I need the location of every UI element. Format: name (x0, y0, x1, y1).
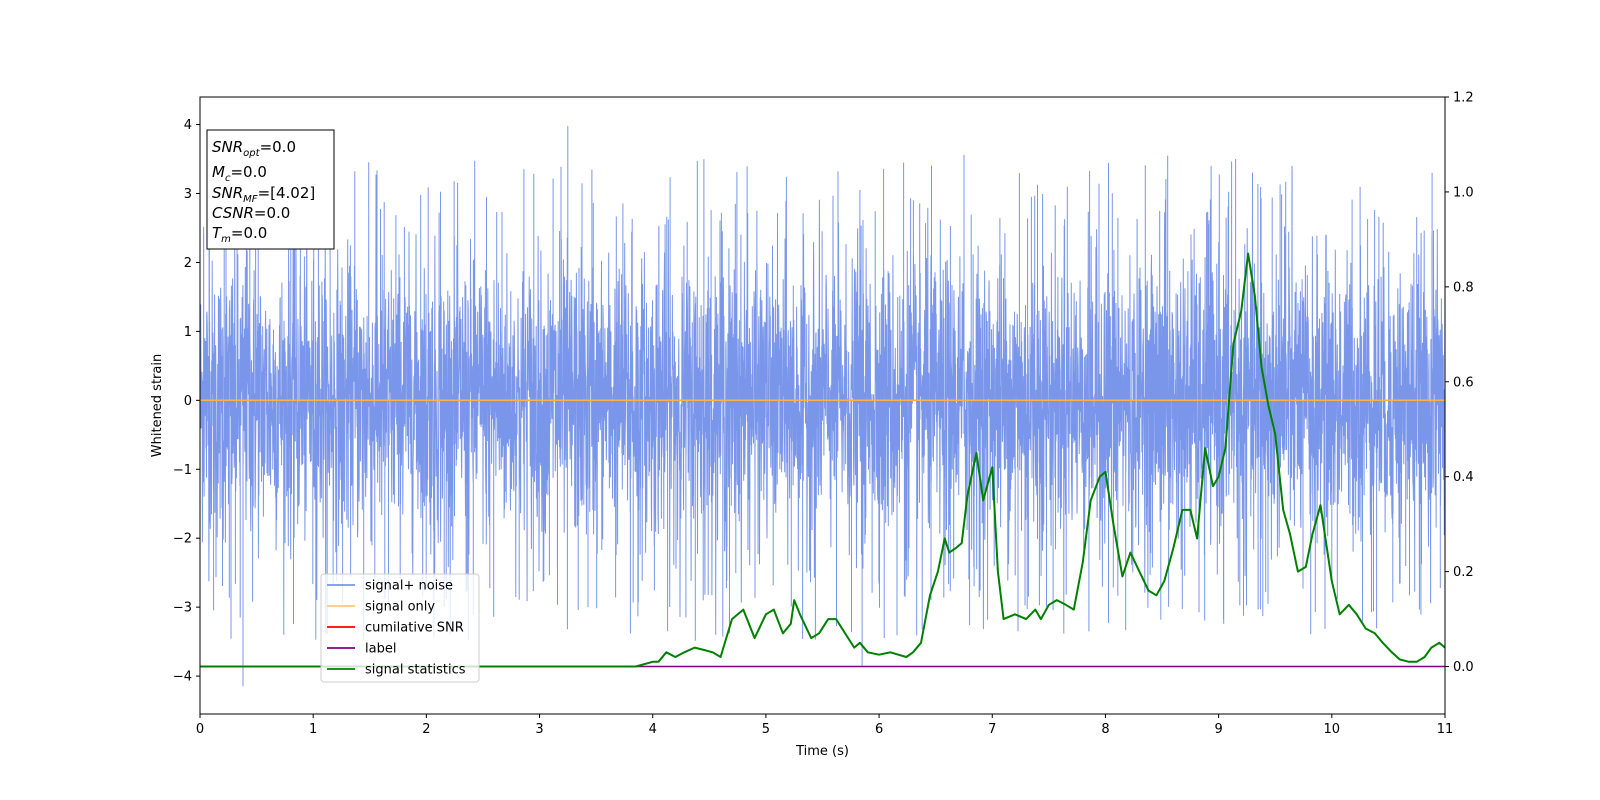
stat-snr-mf-sub: MF (243, 194, 258, 205)
stat-snr-opt-value: =0.0 (260, 138, 296, 156)
stat-snr-opt: SNRopt=0.0 (212, 138, 296, 159)
stat-tm-sub: m (221, 234, 231, 245)
x-tick-label: 8 (1101, 722, 1109, 737)
x-tick-label: 4 (649, 722, 657, 737)
stat-snr-opt-name: SNR (212, 138, 243, 156)
legend-item-label: signal only (365, 600, 435, 615)
x-tick-label: 9 (1214, 722, 1222, 737)
y-tick-label: −3 (173, 601, 192, 616)
legend-item-label: cumilative SNR (365, 621, 464, 636)
x-tick-label: 11 (1437, 722, 1454, 737)
x-tick-label: 1 (309, 722, 317, 737)
legend-item-label: label (365, 642, 396, 657)
stat-mc-value: =0.0 (230, 163, 266, 181)
stat-snr-mf-name: SNR (212, 184, 243, 202)
x-axis: 0 1 2 3 4 5 6 7 8 9 10 11 (196, 714, 1453, 737)
stat-tm: Tm=0.0 (212, 224, 267, 245)
legend: signal+ noise signal only cumilative SNR la… (320, 573, 480, 683)
signal-noise-line (199, 126, 1446, 687)
y-axis-right: 1.2 1.0 0.8 0.6 0.4 0.2 0.0 (1445, 91, 1474, 675)
legend-item-label: signal+ noise (365, 579, 453, 594)
y-tick-label: 1 (184, 325, 192, 340)
stat-mc: Mc=0.0 (212, 163, 267, 184)
y2-tick-label: 0.8 (1453, 280, 1474, 295)
stat-snr-mf: SNRMF=[4.02] (212, 184, 315, 205)
y2-tick-label: 0.6 (1453, 375, 1474, 390)
stat-snr-mf-value: =[4.02] (258, 184, 316, 202)
series-line-signal-statistics (200, 252, 1446, 668)
x-tick-label: 10 (1324, 722, 1341, 737)
x-tick-label: 7 (988, 722, 996, 737)
y2-tick-label: 1.0 (1453, 185, 1474, 200)
x-tick-label: 0 (196, 722, 204, 737)
y-tick-label: −1 (173, 463, 192, 478)
y2-tick-label: 0.4 (1453, 470, 1474, 485)
stat-snr-opt-sub: opt (243, 148, 260, 159)
y-tick-label: −2 (173, 532, 192, 547)
y-axis-label: Whitened strain (150, 354, 165, 457)
y-tick-label: 4 (184, 118, 192, 133)
y2-tick-label: 0.2 (1453, 565, 1474, 580)
stat-mc-sub: c (225, 173, 231, 184)
stat-csnr-value: =0.0 (254, 204, 290, 222)
signal-noise-series (199, 126, 1446, 687)
stats-box: SNRopt=0.0 Mc=0.0 SNRMF=[4.02] CSNR=0.0 … (206, 129, 335, 250)
y-tick-label: 3 (184, 187, 192, 202)
y2-tick-label: 1.2 (1453, 91, 1474, 106)
x-tick-label: 6 (875, 722, 883, 737)
x-tick-label: 2 (422, 722, 430, 737)
x-tick-label: 5 (762, 722, 770, 737)
y-axis-left: 4 3 2 1 0 −1 −2 −3 −4 (173, 118, 200, 685)
stat-tm-value: =0.0 (231, 224, 267, 242)
x-tick-label: 3 (535, 722, 543, 737)
y-tick-label: 2 (184, 256, 192, 271)
legend-item-label: signal statistics (365, 663, 466, 678)
y-tick-label: 0 (184, 394, 192, 409)
stat-mc-name: M (212, 163, 225, 181)
stat-tm-name: T (212, 224, 223, 242)
y-tick-label: −4 (173, 670, 192, 685)
stat-csnr-name: CSNR (212, 204, 254, 222)
stat-csnr: CSNR=0.0 (212, 204, 290, 222)
x-axis-label: Time (s) (795, 744, 849, 759)
y2-tick-label: 0.0 (1453, 660, 1474, 675)
axes-frame (199, 96, 1446, 715)
